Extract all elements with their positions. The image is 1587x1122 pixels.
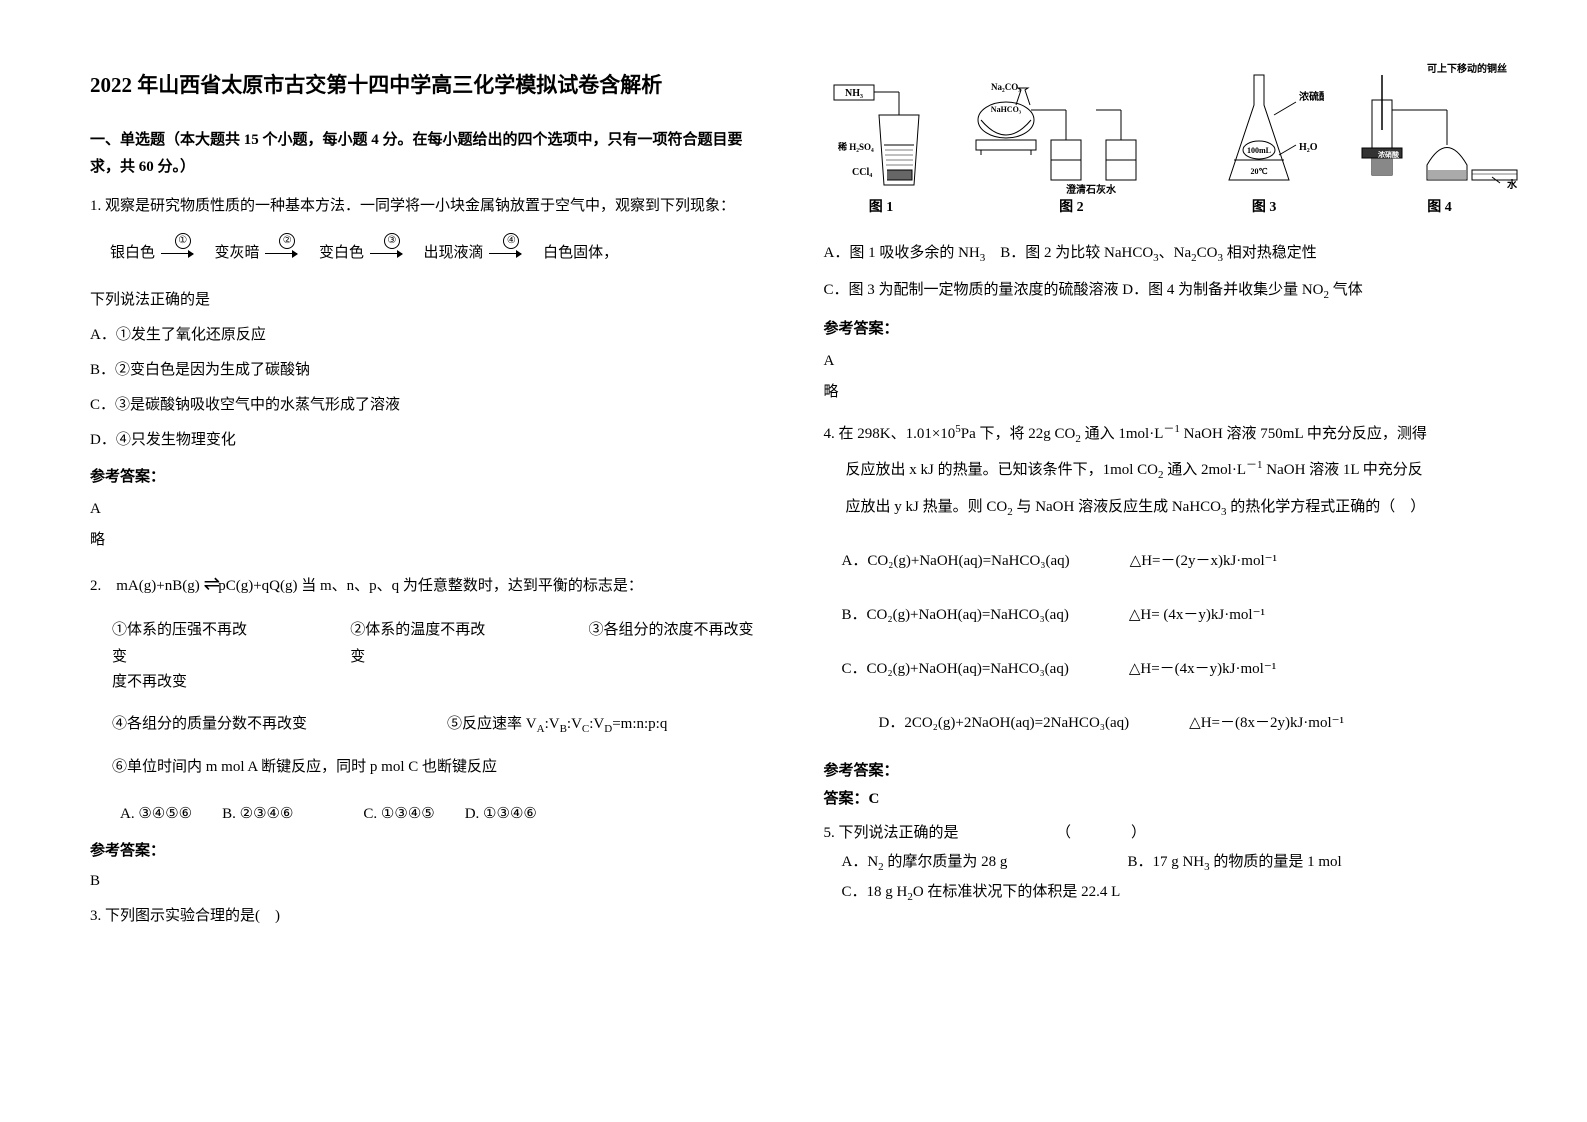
- q2-opt-b: B. ②③④⑥: [222, 801, 293, 828]
- q4-ans-label: 参考答案：: [824, 759, 1528, 783]
- q2-o1: ①体系的压强不再改变: [112, 617, 250, 671]
- q5-opt-a: A．N2 的摩尔质量为 28 g: [842, 851, 1008, 876]
- fig3-label: 图 3: [1204, 195, 1324, 220]
- q4-stem-l3: 应放出 y kJ 热量。则 CO2 与 NaOH 溶液反应生成 NaHCO3 的…: [846, 489, 1528, 525]
- q4-opt-a: A．CO₂(g)+NaOH(aq)=NaHCO₃(aq)△H=－(2y－x)kJ…: [842, 543, 1528, 579]
- section-header: 一、单选题（本大题共 15 个小题，每小题 4 分。在每小题给出的四个选项中，只…: [90, 127, 754, 181]
- q2-options: A. ③④⑤⑥ B. ②③④⑥ C. ①③④⑤ D. ①③④⑥: [120, 801, 754, 828]
- q4-stem-l2: 反应放出 x kJ 的热量。已知该条件下，1mol CO2 通入 2mol·L－…: [846, 452, 1528, 488]
- q4-stem: 4. 在 298K、1.01×105Pa 下，将 22g CO2 通入 1mol…: [824, 416, 1528, 452]
- q1-prompt: 下列说法正确的是: [90, 287, 754, 314]
- q2-ans: B: [90, 870, 754, 893]
- question-4: 4. 在 298K、1.01×105Pa 下，将 22g CO2 通入 1mol…: [824, 416, 1528, 811]
- ccl4-label: CCl₄: [852, 167, 872, 178]
- q5-opt-c: C．18 g H2O 在标准状况下的体积是 22.4 L: [842, 881, 1528, 906]
- vol-label: 100mL: [1247, 146, 1271, 155]
- q2-stem-post: pC(g)+qQ(g) 当 m、n、p、q 为任意整数时，达到平衡的标志是：: [218, 578, 643, 594]
- q1-opt-c: C．③是碳酸钠吸收空气中的水蒸气形成了溶液: [90, 392, 754, 419]
- q2-conditions: ①体系的压强不再改变 ②体系的温度不再改变 ③各组分的浓度不再改变 度不再改变 …: [112, 617, 754, 782]
- q4-opt-d: D．2CO₂(g)+2NaOH(aq)=2NaHCO₃(aq)△H=－(8x－2…: [879, 705, 1528, 741]
- figure-1: NH₃ 稀 H₂SO₄ CCl₄ 图 1: [824, 60, 939, 220]
- q2-opt-c: C. ①③④⑤: [363, 801, 434, 828]
- q5-opts-ab: A．N2 的摩尔质量为 28 g B．17 g NH3 的物质的量是 1 mol: [842, 851, 1528, 876]
- q3-stem: 3. 下列图示实验合理的是( ): [90, 905, 754, 928]
- chain-state-4: 出现液滴: [424, 245, 484, 261]
- left-column: 2022 年山西省太原市古交第十四中学高三化学模拟试卷含解析 一、单选题（本大题…: [0, 0, 794, 1122]
- nahco3-label: NaHCO₃: [991, 105, 1022, 114]
- q4-opt-b: B．CO₂(g)+NaOH(aq)=NaHCO₃(aq)△H= (4x－y)kJ…: [842, 597, 1528, 633]
- q3-opt-cd: C．图 3 为配制一定物质的量浓度的硫酸溶液 D．图 4 为制备并收集少量 NO…: [824, 277, 1528, 306]
- q1-opt-a: A．①发生了氧化还原反应: [90, 322, 754, 349]
- exam-title: 2022 年山西省太原市古交第十四中学高三化学模拟试卷含解析: [90, 70, 754, 102]
- q3-ans: A: [824, 348, 1528, 375]
- water-label: 水: [1506, 178, 1518, 191]
- q4-ans: 答案：C: [824, 788, 1528, 811]
- q3-figures: NH₃ 稀 H₂SO₄ CCl₄ 图 1 Na₂CO₃: [824, 60, 1528, 220]
- equilibrium-arrow: ⇌: [203, 573, 218, 595]
- q3-brief: 略: [824, 379, 1528, 406]
- chain-state-1: 银白色: [110, 245, 155, 261]
- h2so4-label: 稀 H₂SO₄: [838, 141, 874, 152]
- nh3-label: NH₃: [845, 88, 863, 99]
- q1-brief: 略: [90, 527, 754, 554]
- arrow-4: ④: [489, 245, 537, 261]
- q2-o3: ③各组分的浓度不再改变: [588, 617, 753, 671]
- na2co3-label: Na₂CO₃: [991, 82, 1021, 92]
- q2-opt-d: D. ①③④⑥: [465, 801, 537, 828]
- q3-ans-label: 参考答案：: [824, 316, 1528, 343]
- figure-2: Na₂CO₃ NaHCO₃ 澄清石灰水 图 2: [966, 60, 1176, 220]
- chain-state-2: 变灰暗: [215, 245, 260, 261]
- question-1: 1. 观察是研究物质性质的一种基本方法．一同学将一小块金属钠放置于空气中，观察到…: [90, 193, 754, 554]
- q2-o2: ②体系的温度不再改变: [350, 617, 488, 671]
- reaction-chain: 银白色 ① 变灰暗 ② 变白色 ③ 出现液滴 ④ 白色固体，: [110, 240, 754, 267]
- q2-o4: ④各组分的质量分数不再改变: [112, 711, 307, 740]
- arrow-3: ③: [370, 245, 418, 261]
- q2-o6: ⑥单位时间内 m mol A 断键反应，同时 p mol C 也断键反应: [112, 754, 754, 781]
- q4-opt-c: C．CO₂(g)+NaOH(aq)=NaHCO₃(aq)△H=－(4x－y)kJ…: [842, 651, 1528, 687]
- q1-stem: 1. 观察是研究物质性质的一种基本方法．一同学将一小块金属钠放置于空气中，观察到…: [90, 193, 754, 220]
- h2o-label: H₂O: [1299, 142, 1318, 153]
- q2-opt-a: A. ③④⑤⑥: [120, 801, 192, 828]
- q1-opt-b: B．②变白色是因为生成了碳酸钠: [90, 357, 754, 384]
- fig4-label: 图 4: [1352, 195, 1527, 220]
- figure-4: 可上下移动的铜丝 浓硝酸 水 图 4: [1352, 60, 1527, 220]
- q2-o5: ⑤反应速率 VA:VB:VC:VD=m:n:p:q: [447, 711, 667, 740]
- temp-label: 20℃: [1251, 167, 1268, 176]
- question-5: 5. 下列说法正确的是 （ ） A．N2 的摩尔质量为 28 g B．17 g …: [824, 822, 1528, 906]
- question-2: 2. mA(g)+nB(g) ⇌pC(g)+qQ(g) 当 m、n、p、q 为任…: [90, 566, 754, 893]
- arrow-1: ①: [161, 245, 209, 261]
- copper-label: 可上下移动的铜丝: [1427, 62, 1507, 75]
- conc-h2so4-label: 浓硫酸: [1299, 90, 1324, 103]
- chain-state-3: 变白色: [319, 245, 364, 261]
- q2-ans-label: 参考答案：: [90, 838, 754, 865]
- question-3-stem: 3. 下列图示实验合理的是( ): [90, 905, 754, 928]
- fig1-label: 图 1: [824, 195, 939, 220]
- q3-opt-ab: A．图 1 吸收多余的 NH3 B．图 2 为比较 NaHCO3、Na2CO3 …: [824, 240, 1528, 269]
- q5-opt-b: B．17 g NH3 的物质的量是 1 mol: [1127, 851, 1341, 876]
- q1-opt-d: D．④只发生物理变化: [90, 427, 754, 454]
- limewater-label: 澄清石灰水: [1066, 183, 1117, 195]
- q2-stem-pre: 2. mA(g)+nB(g): [90, 578, 203, 594]
- q1-ans-label: 参考答案：: [90, 464, 754, 491]
- q5-stem: 5. 下列说法正确的是 （ ）: [824, 822, 1528, 845]
- q2-stem: 2. mA(g)+nB(g) ⇌pC(g)+qQ(g) 当 m、n、p、q 为任…: [90, 566, 754, 602]
- right-column: NH₃ 稀 H₂SO₄ CCl₄ 图 1 Na₂CO₃: [794, 0, 1587, 1122]
- chain-state-5: 白色固体，: [543, 245, 618, 261]
- arrow-2: ②: [265, 245, 313, 261]
- fig2-label: 图 2: [966, 195, 1176, 220]
- hno3-label: 浓硝酸: [1378, 150, 1400, 159]
- q1-ans: A: [90, 496, 754, 523]
- figure-3: 100mL 20℃ 浓硫酸 H₂O 图 3: [1204, 60, 1324, 220]
